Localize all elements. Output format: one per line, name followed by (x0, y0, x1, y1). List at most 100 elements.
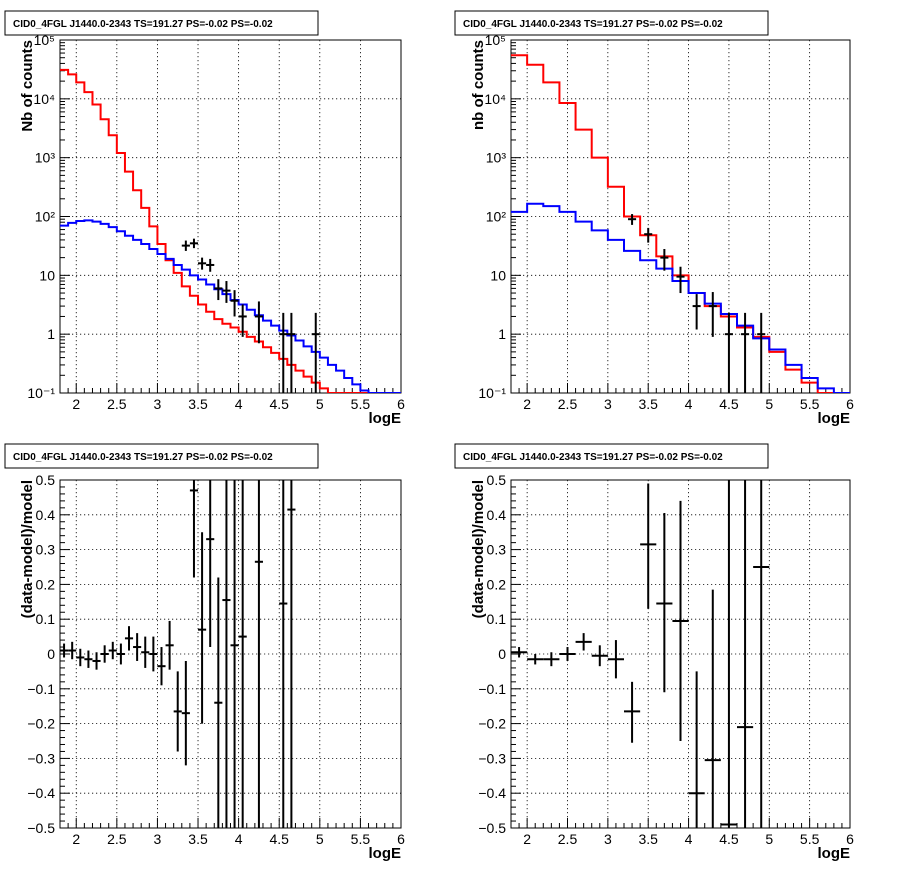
data-point (575, 633, 592, 651)
data-point (607, 640, 624, 679)
data-point (214, 279, 223, 301)
x-tick-label: 2.5 (558, 831, 578, 847)
x-tick-label: 6 (397, 831, 405, 847)
data-point (181, 660, 190, 766)
x-axis-label: logE (818, 845, 851, 862)
y-tick-label: 10⁻¹ (27, 385, 55, 401)
data-point (214, 577, 223, 828)
y-tick-label: −0.1 (27, 681, 55, 697)
plot-area (511, 54, 850, 393)
x-tick-label: 2.5 (107, 396, 127, 412)
y-tick-label: 10³ (486, 150, 507, 166)
tick-marks (59, 39, 402, 394)
y-tick-label: 10⁵ (485, 32, 506, 48)
chart-title: CID0_4FGL J1440.0-2343 TS=191.27 PS=-0.0… (463, 452, 723, 463)
data-point (92, 652, 101, 670)
plot-area (60, 68, 401, 393)
series-source-model-line (511, 202, 850, 393)
y-tick-label: −0.4 (27, 785, 55, 801)
data-point (704, 589, 721, 828)
x-tick-label: 3 (604, 396, 612, 412)
data-point (68, 641, 77, 660)
y-tick-label: 10² (35, 209, 56, 225)
data-point (753, 480, 770, 828)
data-point (173, 671, 182, 752)
x-tick-label: 5 (316, 396, 324, 412)
x-tick-label: 3.5 (638, 831, 658, 847)
data-point (124, 626, 134, 651)
x-tick-label: 4 (685, 396, 693, 412)
x-tick-label: 6 (846, 831, 854, 847)
data-point (165, 620, 174, 670)
y-tick-label: 0 (498, 646, 506, 662)
x-tick-label: 3.5 (188, 396, 208, 412)
data-point (287, 312, 296, 393)
data-point (76, 648, 85, 667)
x-tick-label: 4 (235, 831, 243, 847)
data-point (181, 240, 190, 251)
data-point (279, 480, 288, 828)
y-tick-label: 10⁵ (34, 32, 55, 48)
title-box (4, 443, 319, 469)
y-tick-label: 0.3 (36, 542, 56, 558)
x-tick-label: 5 (316, 831, 324, 847)
plot-area (60, 480, 296, 828)
data-point (206, 258, 215, 272)
y-tick-label: 10⁴ (33, 91, 55, 107)
series-total-model-line (60, 68, 401, 393)
data-point (238, 304, 247, 337)
data-point (656, 513, 673, 693)
pad-top-left-counts: CID0_4FGL J1440.0-2343 TS=191.27 PS=-0.0… (4, 10, 405, 427)
x-axis-label: logE (369, 410, 402, 427)
x-tick-label: 5 (765, 396, 773, 412)
data-point (198, 257, 207, 270)
x-tick-label: 3.5 (638, 396, 658, 412)
x-tick-label: 6 (397, 396, 405, 412)
data-point (688, 671, 705, 828)
y-tick-label: 0.5 (36, 472, 56, 488)
y-tick-label: −0.3 (27, 750, 55, 766)
x-tick-label: 3 (154, 396, 162, 412)
data-point (254, 301, 263, 344)
data-point (708, 292, 717, 337)
data-point (720, 480, 737, 828)
data-point (559, 647, 576, 661)
data-point (279, 312, 288, 393)
data-point (254, 480, 263, 828)
grid (60, 39, 402, 394)
data-point (692, 294, 701, 330)
data-point (189, 238, 199, 249)
y-axis-label: (data-model)/model (470, 480, 487, 618)
data-point (60, 643, 69, 658)
x-tick-label: 3 (154, 831, 162, 847)
x-tick-label: 4 (235, 396, 243, 412)
data-point (311, 312, 320, 393)
data-point (238, 480, 247, 828)
tick-marks (510, 479, 851, 829)
x-axis-label: logE (369, 845, 402, 862)
y-tick-label: −0.2 (27, 716, 55, 732)
y-axis-label: (data-model)/model (19, 480, 36, 618)
x-tick-label: 2 (72, 831, 80, 847)
x-tick-label: 5.5 (800, 396, 820, 412)
pad-top-right-counts: CID0_4FGL J1440.0-2343 TS=191.27 PS=-0.0… (454, 10, 854, 427)
y-tick-label: 0.1 (487, 611, 507, 627)
data-point (222, 480, 231, 828)
data-point (741, 312, 750, 393)
grid (60, 479, 402, 829)
grid (511, 39, 851, 394)
data-point (157, 647, 166, 686)
data-point (543, 652, 560, 667)
data-point (108, 641, 117, 660)
y-tick-label: 10⁴ (484, 91, 506, 107)
data-point (644, 227, 653, 243)
x-tick-label: 6 (846, 396, 854, 412)
plot-frame (59, 479, 402, 829)
data-point (149, 636, 158, 672)
x-tick-label: 2.5 (107, 831, 127, 847)
x-tick-label: 3 (604, 831, 612, 847)
y-tick-label: 10 (39, 267, 55, 283)
data-point (511, 647, 528, 658)
x-tick-label: 4.5 (269, 831, 289, 847)
